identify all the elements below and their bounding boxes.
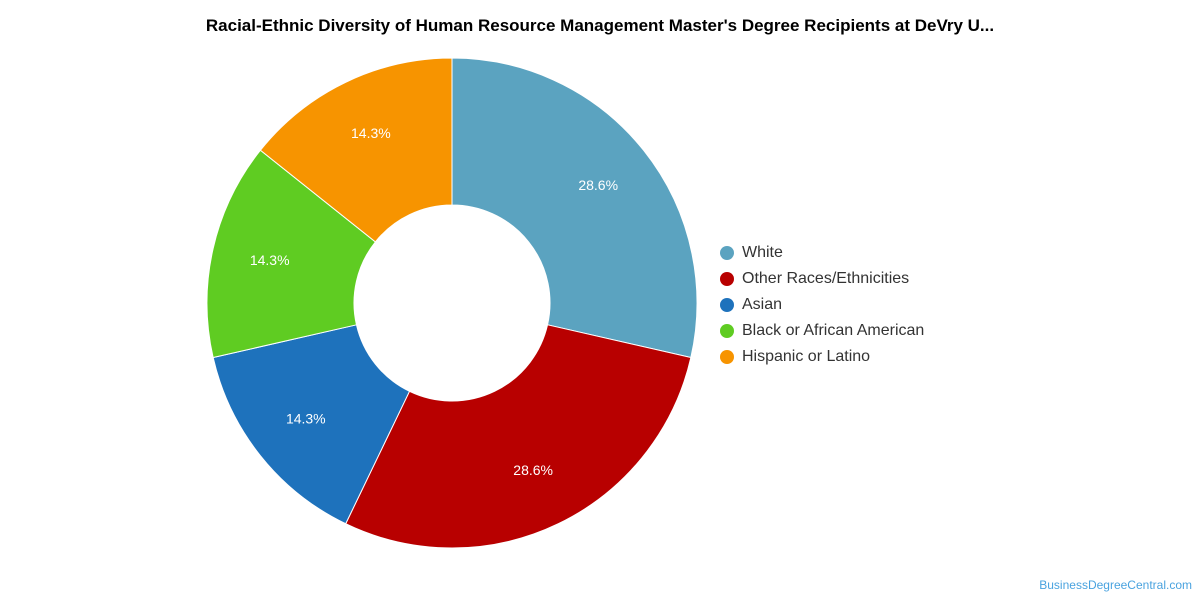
- legend-swatch-icon: [720, 246, 734, 260]
- legend-label: Asian: [742, 296, 783, 313]
- legend-swatch-icon: [720, 350, 734, 364]
- slice-other-races-ethnicities[interactable]: [345, 324, 692, 549]
- legend-swatch-icon: [720, 298, 734, 312]
- slice-label-white: 28.6%: [578, 177, 618, 193]
- legend-item-white[interactable]: White: [720, 240, 924, 266]
- legend-label: White: [742, 244, 783, 261]
- legend-item-other-races-ethnicities[interactable]: Other Races/Ethnicities: [720, 266, 924, 292]
- slices-group: [206, 57, 698, 549]
- slice-label-black-or-african-american: 14.3%: [250, 252, 290, 268]
- legend-item-asian[interactable]: Asian: [720, 292, 924, 318]
- legend-swatch-icon: [720, 272, 734, 286]
- watermark[interactable]: BusinessDegreeCentral.com: [1039, 578, 1192, 592]
- legend-swatch-icon: [720, 324, 734, 338]
- chart-title: Racial-Ethnic Diversity of Human Resourc…: [205, 16, 995, 35]
- slice-label-other-races-ethnicities: 28.6%: [513, 462, 553, 478]
- legend-item-black-or-african-american[interactable]: Black or African American: [720, 318, 924, 344]
- slice-labels-group: 28.6% 28.6% 14.3% 14.3% 14.3%: [250, 125, 618, 478]
- legend: White Other Races/Ethnicities Asian Black o…: [720, 240, 924, 370]
- slice-label-asian: 14.3%: [286, 410, 326, 426]
- slice-white[interactable]: [451, 57, 698, 359]
- slice-asian[interactable]: [212, 324, 411, 525]
- legend-label: Black or African American: [742, 322, 925, 339]
- legend-label: Hispanic or Latino: [742, 348, 871, 365]
- slice-hispanic-or-latino[interactable]: [259, 57, 453, 243]
- legend-label: Other Races/Ethnicities: [742, 270, 910, 287]
- slice-label-hispanic-or-latino: 14.3%: [351, 125, 391, 141]
- slice-black-or-african-american[interactable]: [206, 149, 377, 359]
- legend-item-hispanic-or-latino[interactable]: Hispanic or Latino: [720, 344, 924, 370]
